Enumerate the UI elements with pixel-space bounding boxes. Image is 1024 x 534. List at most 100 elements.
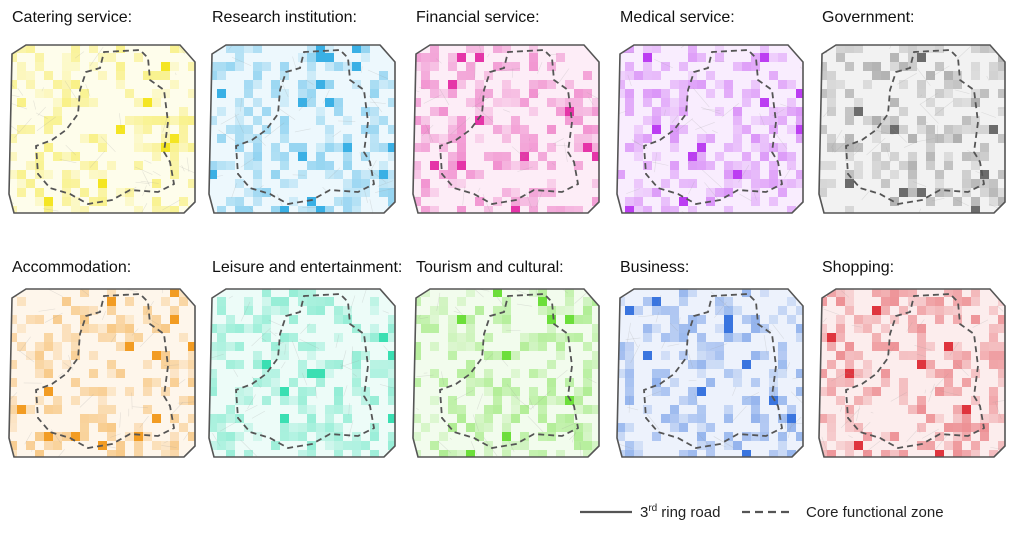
map-cell bbox=[778, 143, 787, 152]
map-cell bbox=[989, 360, 998, 369]
map-cell bbox=[592, 107, 599, 116]
street bbox=[848, 435, 853, 439]
map-cell bbox=[917, 80, 926, 89]
map-cell bbox=[262, 315, 271, 324]
street bbox=[832, 145, 834, 153]
map-cell bbox=[944, 306, 953, 315]
map-cell bbox=[634, 125, 643, 134]
map-cell bbox=[298, 396, 307, 405]
map-cell bbox=[881, 125, 890, 134]
map-cell bbox=[253, 360, 262, 369]
map-cell bbox=[733, 378, 742, 387]
map-cell bbox=[769, 315, 778, 324]
map-cell bbox=[989, 351, 998, 360]
map-cell bbox=[935, 62, 944, 71]
map-cell bbox=[217, 306, 226, 315]
map-cell bbox=[787, 125, 796, 134]
map-cell bbox=[35, 152, 44, 161]
map-cell bbox=[35, 369, 44, 378]
street bbox=[59, 159, 77, 164]
street bbox=[571, 429, 577, 443]
map-cell bbox=[706, 360, 715, 369]
legend-label: 3rd ring road bbox=[640, 503, 720, 521]
map-cell bbox=[298, 80, 307, 89]
map-cell bbox=[706, 450, 715, 457]
map-cell bbox=[917, 306, 926, 315]
map-cell bbox=[475, 107, 484, 116]
map-cell bbox=[116, 324, 125, 333]
map-cell bbox=[457, 405, 466, 414]
map-cell bbox=[17, 125, 26, 134]
street bbox=[416, 407, 419, 411]
map-cell bbox=[625, 89, 634, 98]
map-cell bbox=[697, 315, 706, 324]
map-cell bbox=[944, 152, 953, 161]
map-cell bbox=[71, 197, 80, 206]
map-cell bbox=[262, 396, 271, 405]
street bbox=[551, 162, 556, 166]
map-cell bbox=[751, 315, 760, 324]
street bbox=[579, 442, 582, 457]
map-cell bbox=[679, 423, 688, 432]
map-cell bbox=[53, 432, 62, 441]
map-cell bbox=[209, 414, 217, 423]
map-cell bbox=[760, 351, 769, 360]
map-cell bbox=[565, 206, 574, 213]
map-cell bbox=[448, 170, 457, 179]
map-cell bbox=[574, 98, 583, 107]
map-cell bbox=[520, 441, 529, 450]
street bbox=[933, 65, 950, 76]
map-cell bbox=[53, 107, 62, 116]
map-cell bbox=[617, 170, 625, 179]
map-cell bbox=[881, 342, 890, 351]
map-cell bbox=[926, 45, 935, 53]
map-cell bbox=[908, 179, 917, 188]
map-cell bbox=[652, 387, 661, 396]
core-zone bbox=[35, 293, 176, 449]
map-cell bbox=[334, 62, 343, 71]
map-cell bbox=[262, 378, 271, 387]
map-cell bbox=[226, 62, 235, 71]
map-cell bbox=[917, 441, 926, 450]
street bbox=[177, 401, 195, 404]
map-cell bbox=[134, 333, 143, 342]
street bbox=[891, 127, 908, 143]
core-zone bbox=[235, 49, 376, 205]
map-cell bbox=[980, 89, 989, 98]
map-cell bbox=[574, 387, 583, 396]
map-cell bbox=[9, 53, 17, 62]
map-cell bbox=[529, 80, 538, 89]
ring-road bbox=[412, 44, 600, 214]
street bbox=[906, 430, 918, 443]
map-cell bbox=[253, 188, 262, 197]
street bbox=[695, 122, 715, 130]
map-cell bbox=[466, 71, 475, 80]
map-cell bbox=[457, 206, 466, 213]
map-cell bbox=[547, 306, 556, 315]
map-cell bbox=[565, 107, 574, 116]
street bbox=[700, 106, 721, 115]
map-cell bbox=[944, 351, 953, 360]
map-cell bbox=[854, 45, 863, 53]
map-cell bbox=[134, 116, 143, 125]
street bbox=[516, 303, 533, 307]
map-cell bbox=[280, 423, 289, 432]
street bbox=[506, 383, 519, 399]
map-cell bbox=[298, 143, 307, 152]
map-cell bbox=[634, 206, 643, 213]
map-cell bbox=[944, 125, 953, 134]
map-cell bbox=[26, 80, 35, 89]
map-cell bbox=[617, 71, 625, 80]
map-cell bbox=[334, 432, 343, 441]
map-cell bbox=[107, 161, 116, 170]
map-cell bbox=[944, 423, 953, 432]
map-cell bbox=[502, 89, 511, 98]
map-cell bbox=[466, 324, 475, 333]
map-cell bbox=[733, 170, 742, 179]
map-cell bbox=[742, 125, 751, 134]
map-cell bbox=[854, 324, 863, 333]
street bbox=[74, 51, 85, 59]
street bbox=[44, 312, 63, 323]
map-cell bbox=[188, 369, 195, 378]
map-cell bbox=[253, 71, 262, 80]
